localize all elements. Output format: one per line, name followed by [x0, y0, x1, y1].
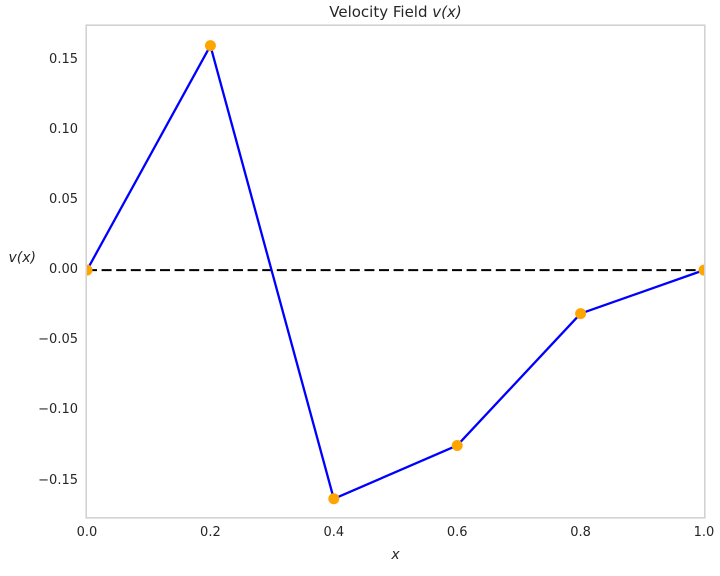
x-tick-label: 1.0 [693, 525, 715, 540]
x-tick-label: 0.2 [200, 525, 221, 540]
data-point-marker [698, 264, 704, 276]
x-tick-label: 0.4 [323, 525, 345, 540]
x-tick-label: 0.0 [76, 525, 98, 540]
plot-area [87, 26, 704, 517]
line-plot-canvas [87, 40, 704, 505]
y-tick-label: −0.05 [38, 332, 78, 348]
y-tick-label: 0.10 [49, 121, 78, 137]
x-axis-label: x [391, 547, 400, 563]
data-point-marker [87, 264, 93, 276]
x-tick-label: 0.8 [570, 525, 591, 540]
x-tick-label: 0.6 [446, 525, 468, 540]
y-axis-label: v(x) [8, 250, 37, 266]
y-tick-label: 0.00 [49, 262, 78, 278]
data-point-marker [451, 439, 463, 451]
y-tick-label: 0.05 [49, 191, 78, 207]
velocity-line [87, 44, 704, 500]
chart-title-text: Velocity Field [329, 3, 433, 21]
y-tick-label: 0.15 [49, 51, 78, 67]
y-tick-label: −0.10 [38, 402, 78, 418]
y-tick-label: −0.15 [38, 472, 78, 488]
chart-title: Velocity Field v(x) [87, 3, 704, 21]
data-point-marker [328, 493, 340, 505]
chart-title-math: v(x) [432, 3, 462, 21]
data-point-marker [204, 40, 216, 52]
data-point-marker [575, 308, 587, 320]
